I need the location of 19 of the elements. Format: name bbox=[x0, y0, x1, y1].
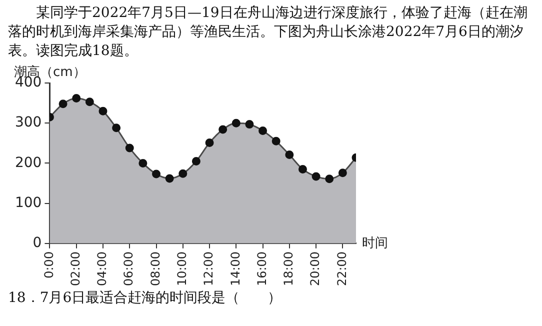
text: 18．7月6日最适合赶海的时间段是（ ） bbox=[8, 289, 283, 307]
y-tick-label: 300 bbox=[14, 114, 42, 131]
x-tick-label: 04:00 bbox=[95, 251, 110, 286]
x-axis-title: 时间 bbox=[362, 236, 388, 251]
x-tick-label: 0:00 bbox=[42, 251, 56, 278]
x-tick-label: 14:00 bbox=[228, 251, 242, 286]
y-tick-label: 0 bbox=[32, 235, 42, 252]
x-tick-label: 08:00 bbox=[148, 251, 162, 286]
x-tick-label: 02:00 bbox=[68, 251, 82, 286]
x-tick-label: 12:00 bbox=[202, 251, 216, 286]
x-tick-label: 06:00 bbox=[122, 251, 136, 286]
x-tick-label: 22:00 bbox=[334, 251, 349, 286]
x-tick-label: 16:00 bbox=[254, 251, 269, 286]
y-tick-label: 200 bbox=[14, 154, 42, 171]
x-tick-label: 20:00 bbox=[308, 251, 322, 286]
x-tick-label: 18:00 bbox=[282, 251, 296, 286]
chart-title: 某同学于2022年7月5日—19日在舟山海边进行深度旅行，体验了赶海（赶在潮落的时机到海岸采集海产品）等渔民生活。下图为舟山长涂港2022年7月6日的潮汐表。读图完成18题。 bbox=[8, 4, 528, 61]
y-tick-label: 100 bbox=[14, 194, 42, 211]
x-tick-label: 10:00 bbox=[175, 251, 190, 286]
